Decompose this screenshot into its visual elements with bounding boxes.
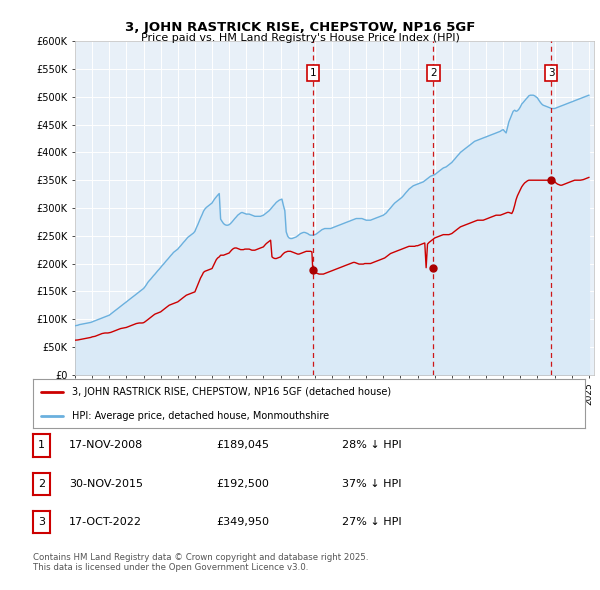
Text: Contains HM Land Registry data © Crown copyright and database right 2025.: Contains HM Land Registry data © Crown c… xyxy=(33,553,368,562)
Text: This data is licensed under the Open Government Licence v3.0.: This data is licensed under the Open Gov… xyxy=(33,563,308,572)
Text: 2: 2 xyxy=(430,68,437,78)
Text: 30-NOV-2015: 30-NOV-2015 xyxy=(69,479,143,489)
Text: 28% ↓ HPI: 28% ↓ HPI xyxy=(342,441,401,450)
Text: HPI: Average price, detached house, Monmouthshire: HPI: Average price, detached house, Monm… xyxy=(71,411,329,421)
Text: 3: 3 xyxy=(38,517,45,527)
Text: 1: 1 xyxy=(38,441,45,450)
Text: 3: 3 xyxy=(548,68,554,78)
Text: 2: 2 xyxy=(38,479,45,489)
Text: 17-OCT-2022: 17-OCT-2022 xyxy=(69,517,142,527)
Text: 3, JOHN RASTRICK RISE, CHEPSTOW, NP16 5GF: 3, JOHN RASTRICK RISE, CHEPSTOW, NP16 5G… xyxy=(125,21,475,34)
Text: £189,045: £189,045 xyxy=(216,441,269,450)
Text: 1: 1 xyxy=(310,68,316,78)
Text: 17-NOV-2008: 17-NOV-2008 xyxy=(69,441,143,450)
Text: 27% ↓ HPI: 27% ↓ HPI xyxy=(342,517,401,527)
Text: 3, JOHN RASTRICK RISE, CHEPSTOW, NP16 5GF (detached house): 3, JOHN RASTRICK RISE, CHEPSTOW, NP16 5G… xyxy=(71,388,391,398)
Text: £349,950: £349,950 xyxy=(216,517,269,527)
Text: 37% ↓ HPI: 37% ↓ HPI xyxy=(342,479,401,489)
Text: £192,500: £192,500 xyxy=(216,479,269,489)
Text: Price paid vs. HM Land Registry's House Price Index (HPI): Price paid vs. HM Land Registry's House … xyxy=(140,33,460,43)
